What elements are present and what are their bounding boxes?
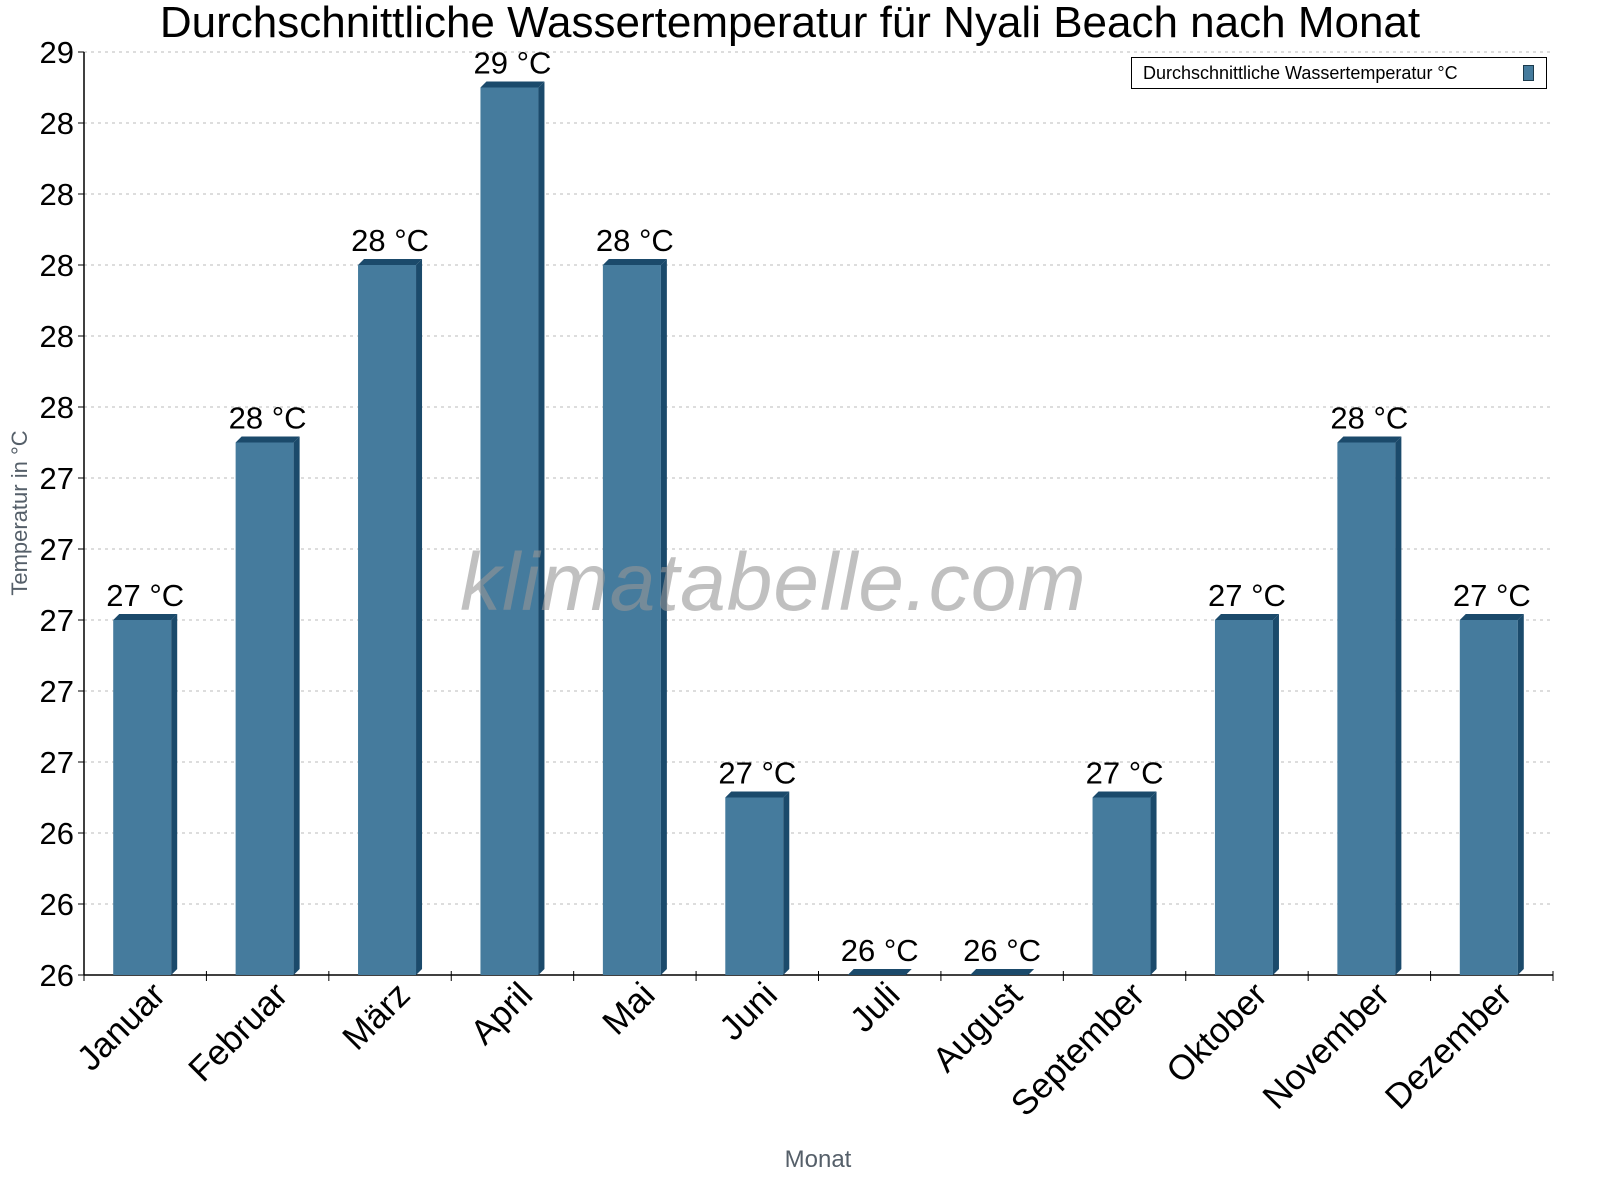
y-tick-label: 28 bbox=[40, 106, 74, 141]
data-label: 26 °C bbox=[841, 933, 919, 968]
data-label: 28 °C bbox=[1330, 401, 1408, 436]
y-tick-label: 27 bbox=[40, 674, 74, 709]
bar bbox=[1337, 442, 1396, 975]
chart-title: Durchschnittliche Wassertemperatur für N… bbox=[159, 0, 1421, 47]
x-axis-label: Monat bbox=[784, 1146, 852, 1173]
bar-side bbox=[1150, 791, 1157, 975]
y-tick-label: 28 bbox=[40, 319, 74, 354]
bar bbox=[725, 797, 784, 975]
bar bbox=[480, 87, 539, 975]
y-tick-label: 27 bbox=[40, 532, 74, 567]
bar-top bbox=[113, 614, 178, 620]
data-label: 27 °C bbox=[718, 756, 796, 791]
data-label: 29 °C bbox=[474, 46, 552, 81]
y-tick-label: 26 bbox=[40, 887, 74, 922]
y-tick-label: 27 bbox=[40, 745, 74, 780]
bar-top bbox=[1459, 614, 1524, 620]
data-label: 28 °C bbox=[351, 223, 429, 258]
x-tick-label: Februar bbox=[181, 975, 295, 1089]
bar-top bbox=[235, 436, 300, 443]
bar-top bbox=[1214, 614, 1279, 620]
bar-top bbox=[725, 791, 790, 798]
watermark: klimatabelle.com bbox=[460, 537, 1087, 628]
bar-top bbox=[847, 969, 912, 975]
bar-side bbox=[538, 81, 545, 975]
x-tick-label: Juni bbox=[712, 975, 785, 1048]
y-tick-label: 26 bbox=[40, 816, 74, 851]
x-tick-label: November bbox=[1255, 975, 1397, 1117]
data-label: 28 °C bbox=[596, 223, 674, 258]
bar-side bbox=[416, 259, 423, 975]
x-tick-label: Oktober bbox=[1159, 975, 1275, 1091]
x-tick-label: Juli bbox=[843, 975, 908, 1040]
bar-side bbox=[1272, 614, 1279, 975]
y-tick-label: 26 bbox=[40, 958, 74, 993]
bar-top bbox=[1337, 436, 1402, 443]
bar bbox=[113, 620, 172, 975]
bar-top bbox=[1092, 791, 1157, 798]
x-tick-label: Mai bbox=[595, 975, 662, 1042]
bar bbox=[602, 265, 661, 975]
bar-top bbox=[602, 259, 667, 265]
y-tick-label: 27 bbox=[40, 603, 74, 638]
bar bbox=[358, 265, 417, 975]
x-tick-label: April bbox=[463, 975, 540, 1052]
bar-side bbox=[783, 791, 790, 975]
data-label: 27 °C bbox=[106, 578, 184, 613]
data-label: 26 °C bbox=[963, 933, 1041, 968]
legend-label: Durchschnittliche Wassertemperatur °C bbox=[1143, 63, 1458, 83]
data-label: 27 °C bbox=[1086, 756, 1164, 791]
bar-side bbox=[1517, 614, 1524, 975]
bar-side bbox=[1395, 436, 1402, 975]
bar-side bbox=[660, 259, 667, 975]
data-label: 27 °C bbox=[1208, 578, 1286, 613]
y-axis-label: Temperatur in °C bbox=[7, 430, 32, 596]
bar-top bbox=[970, 969, 1035, 975]
bar-side bbox=[293, 436, 300, 975]
y-tick-label: 27 bbox=[40, 461, 74, 496]
bar-top bbox=[480, 81, 545, 88]
x-tick-label: Januar bbox=[70, 975, 173, 1078]
x-tick-label: März bbox=[335, 975, 418, 1058]
x-tick-label: August bbox=[925, 975, 1030, 1080]
y-tick-label: 28 bbox=[40, 390, 74, 425]
y-tick-label: 28 bbox=[40, 248, 74, 283]
x-tick-label: September bbox=[1004, 975, 1153, 1124]
bar bbox=[235, 442, 294, 975]
bar bbox=[1459, 620, 1518, 975]
y-tick-label: 29 bbox=[40, 35, 74, 70]
bar-side bbox=[171, 614, 178, 975]
bar-top bbox=[358, 259, 423, 265]
bar bbox=[1092, 797, 1151, 975]
data-label: 28 °C bbox=[229, 401, 307, 436]
x-tick-label: Dezember bbox=[1378, 975, 1520, 1117]
legend-swatch-icon bbox=[1523, 65, 1534, 81]
y-tick-label: 28 bbox=[40, 177, 74, 212]
data-label: 27 °C bbox=[1453, 578, 1531, 613]
bar bbox=[1214, 620, 1273, 975]
legend: Durchschnittliche Wassertemperatur °C bbox=[1131, 57, 1547, 89]
